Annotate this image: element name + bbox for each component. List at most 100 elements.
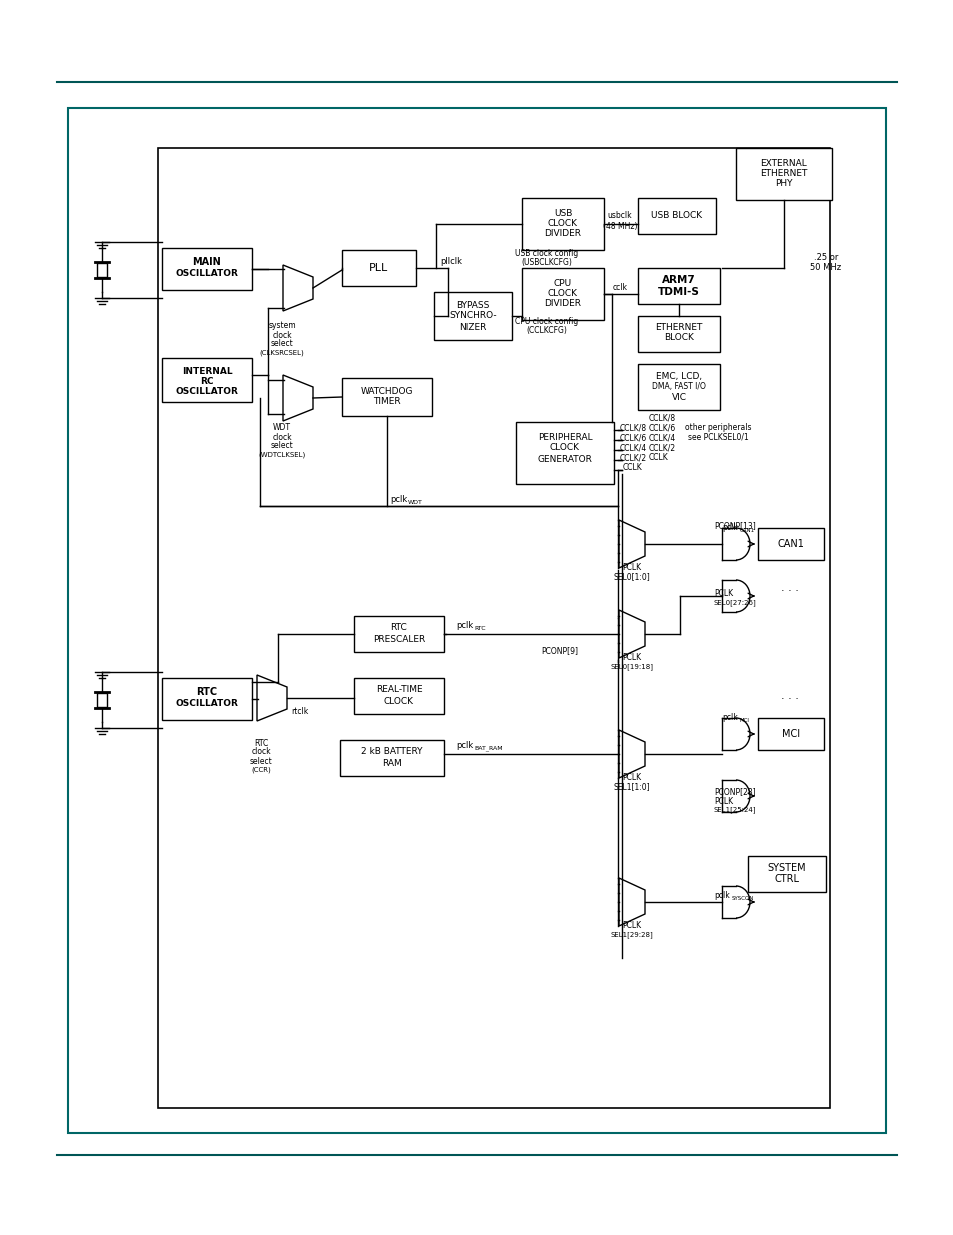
Text: CTRL: CTRL	[774, 874, 799, 884]
Text: rtclk: rtclk	[291, 708, 309, 716]
Text: SEL1[25:24]: SEL1[25:24]	[713, 806, 756, 814]
Bar	[516, 422, 614, 484]
Bar	[97, 693, 107, 706]
Text: CCLK/6: CCLK/6	[648, 424, 676, 432]
Text: TIMER: TIMER	[373, 398, 400, 406]
Text: DIVIDER: DIVIDER	[544, 299, 581, 308]
Text: WATCHDOG: WATCHDOG	[360, 387, 413, 395]
Text: CAN1: CAN1	[740, 527, 755, 532]
Bar	[747, 856, 825, 892]
Text: SEL0[27:26]: SEL0[27:26]	[713, 600, 756, 606]
Text: pclk: pclk	[721, 524, 738, 532]
Bar	[68, 107, 885, 1132]
Bar	[758, 529, 823, 559]
Text: EXTERNAL: EXTERNAL	[760, 158, 806, 168]
Text: DMA, FAST I/O: DMA, FAST I/O	[652, 382, 705, 390]
Bar	[341, 378, 432, 416]
Text: select: select	[271, 441, 294, 451]
Text: PCLK: PCLK	[713, 797, 732, 805]
Bar	[638, 268, 720, 304]
Text: USB: USB	[554, 209, 572, 217]
Text: CLOCK: CLOCK	[547, 219, 578, 227]
Text: cclk: cclk	[612, 283, 627, 291]
Bar	[97, 263, 107, 277]
Text: see PCLKSEL0/1: see PCLKSEL0/1	[687, 432, 747, 441]
Text: CCLK/4: CCLK/4	[648, 433, 676, 442]
Text: BAT_RAM: BAT_RAM	[474, 745, 502, 751]
Text: ETHERNET: ETHERNET	[655, 324, 702, 332]
Text: .25 or: .25 or	[813, 253, 838, 263]
Text: PCLK: PCLK	[621, 773, 640, 783]
Polygon shape	[283, 375, 313, 421]
Bar	[521, 198, 603, 249]
Text: BLOCK: BLOCK	[663, 333, 693, 342]
Text: clock: clock	[251, 747, 271, 757]
Bar	[162, 678, 252, 720]
Text: (48 MHz): (48 MHz)	[602, 221, 637, 231]
Polygon shape	[618, 520, 644, 568]
Polygon shape	[618, 878, 644, 926]
Text: pclk: pclk	[456, 741, 473, 751]
Text: MCI: MCI	[781, 729, 800, 739]
Text: USB BLOCK: USB BLOCK	[651, 211, 701, 221]
Text: pllclk: pllclk	[439, 257, 461, 266]
Bar	[158, 148, 829, 1108]
Text: pclk: pclk	[721, 714, 738, 722]
Bar	[354, 678, 443, 714]
Text: CCLK: CCLK	[622, 463, 642, 473]
Bar	[354, 616, 443, 652]
Bar	[341, 249, 416, 287]
Polygon shape	[618, 610, 644, 658]
Text: PCONP[13]: PCONP[13]	[713, 521, 755, 531]
Text: OSCILLATOR: OSCILLATOR	[175, 699, 238, 708]
Text: . . .: . . .	[781, 692, 798, 701]
Bar	[638, 364, 720, 410]
Polygon shape	[618, 730, 644, 778]
Text: WDT: WDT	[273, 424, 291, 432]
Text: CPU clock config: CPU clock config	[515, 317, 578, 326]
Text: (CCLKCFG): (CCLKCFG)	[526, 326, 567, 336]
Text: CPU: CPU	[554, 279, 572, 288]
Text: GENERATOR: GENERATOR	[537, 454, 592, 463]
Text: PERIPHERAL: PERIPHERAL	[537, 432, 592, 441]
Text: system: system	[268, 321, 295, 331]
Bar	[162, 358, 252, 403]
Text: PCLK: PCLK	[713, 589, 732, 599]
Text: CAN1: CAN1	[777, 538, 803, 550]
Text: USB clock config: USB clock config	[515, 249, 578, 258]
Text: EMC, LCD,: EMC, LCD,	[656, 372, 701, 380]
Bar	[162, 248, 252, 290]
Text: PCLK: PCLK	[621, 921, 640, 930]
Text: RAM: RAM	[382, 758, 401, 767]
Text: SYSCON: SYSCON	[731, 895, 754, 900]
Text: RTC: RTC	[390, 624, 407, 632]
Bar	[638, 316, 720, 352]
Text: (WDTCLKSEL): (WDTCLKSEL)	[258, 452, 305, 458]
Text: VIC: VIC	[671, 393, 686, 401]
Text: SYNCHRO-: SYNCHRO-	[449, 311, 497, 321]
Text: NIZER: NIZER	[458, 322, 486, 331]
Text: (USBCLKCFG): (USBCLKCFG)	[521, 258, 572, 268]
Text: 50 MHz: 50 MHz	[810, 263, 841, 272]
Text: CCLK/8: CCLK/8	[618, 424, 646, 432]
Text: PCLK: PCLK	[621, 563, 640, 573]
Text: CCLK/6: CCLK/6	[618, 433, 646, 442]
Text: CCLK/8: CCLK/8	[648, 414, 676, 422]
Text: pclk: pclk	[714, 892, 729, 900]
Text: CLOCK: CLOCK	[550, 443, 579, 452]
Text: CCLK/2: CCLK/2	[648, 443, 676, 452]
Text: SEL0[1:0]: SEL0[1:0]	[613, 573, 650, 582]
Bar	[638, 198, 716, 233]
Text: INTERNAL: INTERNAL	[181, 367, 233, 375]
Text: SYSTEM: SYSTEM	[767, 863, 805, 873]
Text: MAIN: MAIN	[193, 257, 221, 267]
Text: RTC: RTC	[196, 687, 217, 697]
Text: CCLK/4: CCLK/4	[618, 443, 646, 452]
Bar	[521, 268, 603, 320]
Text: PHY: PHY	[775, 179, 792, 188]
Text: PCLK: PCLK	[621, 653, 640, 662]
Text: 2 kB BATTERY: 2 kB BATTERY	[361, 747, 422, 757]
Text: pclk: pclk	[390, 494, 407, 504]
Text: select: select	[250, 757, 273, 766]
Bar	[434, 291, 512, 340]
